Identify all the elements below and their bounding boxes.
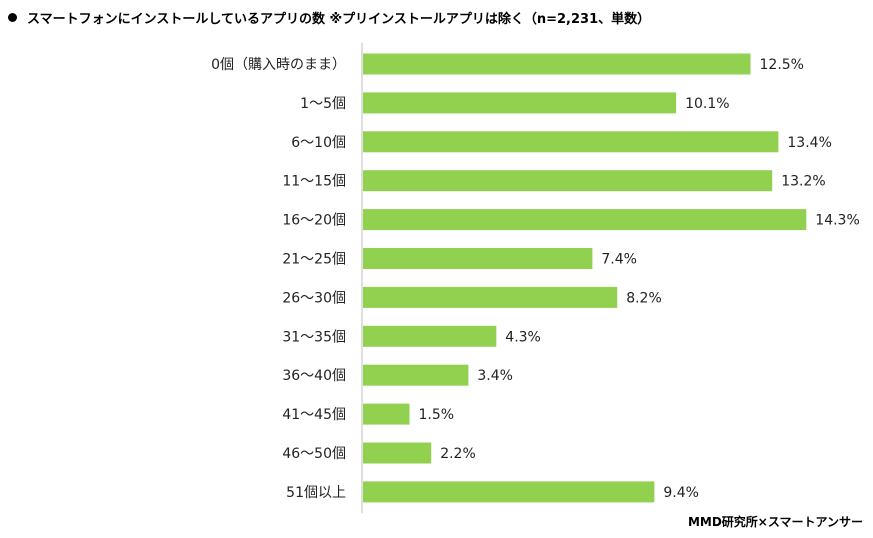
value-label: 10.1%: [685, 96, 729, 112]
category-label: 26～30個: [282, 290, 346, 306]
bar: [363, 286, 618, 308]
bar: [363, 248, 593, 269]
value-label: 14.3%: [815, 213, 859, 229]
bar: [363, 170, 773, 192]
chart-title: スマートフォンにインストールしているアプリの数 ※プリインストールアプリは除く（…: [27, 11, 651, 27]
value-label: 1.5%: [419, 407, 455, 423]
category-label: 11～15個: [282, 174, 346, 190]
value-label: 4.3%: [505, 329, 541, 345]
bar: [363, 403, 410, 425]
value-label: 7.4%: [601, 252, 637, 268]
category-label: 36～40個: [282, 368, 346, 384]
value-label: 13.4%: [787, 135, 831, 151]
chart-title-row: スマートフォンにインストールしているアプリの数 ※プリインストールアプリは除く（…: [8, 6, 650, 28]
bar: [363, 131, 779, 153]
bar: [363, 209, 807, 231]
bar: [363, 92, 677, 114]
category-label: 0個（購入時のまま）: [211, 57, 346, 73]
category-label: 31～35個: [282, 329, 346, 345]
bar: [363, 442, 432, 464]
category-label: 46～50個: [282, 446, 346, 462]
bullet-icon: [8, 12, 17, 22]
bar: [363, 53, 751, 75]
category-label: 51個以上: [286, 485, 346, 501]
bar: [363, 481, 655, 503]
category-label: 6～10個: [291, 135, 346, 151]
category-label: 1～5個: [300, 96, 346, 112]
value-label: 2.2%: [440, 446, 476, 462]
source-credit: MMD研究所×スマートアンサー: [687, 515, 863, 529]
value-label: 3.4%: [477, 368, 513, 384]
category-label: 21～25個: [282, 252, 346, 268]
bar: [363, 325, 497, 347]
bar: [363, 364, 469, 386]
category-label: 41～45個: [282, 407, 346, 423]
value-label: 12.5%: [760, 57, 804, 73]
value-label: 8.2%: [626, 290, 662, 306]
value-label: 9.4%: [663, 485, 699, 501]
category-label: 16～20個: [282, 213, 346, 229]
value-label: 13.2%: [781, 174, 825, 190]
